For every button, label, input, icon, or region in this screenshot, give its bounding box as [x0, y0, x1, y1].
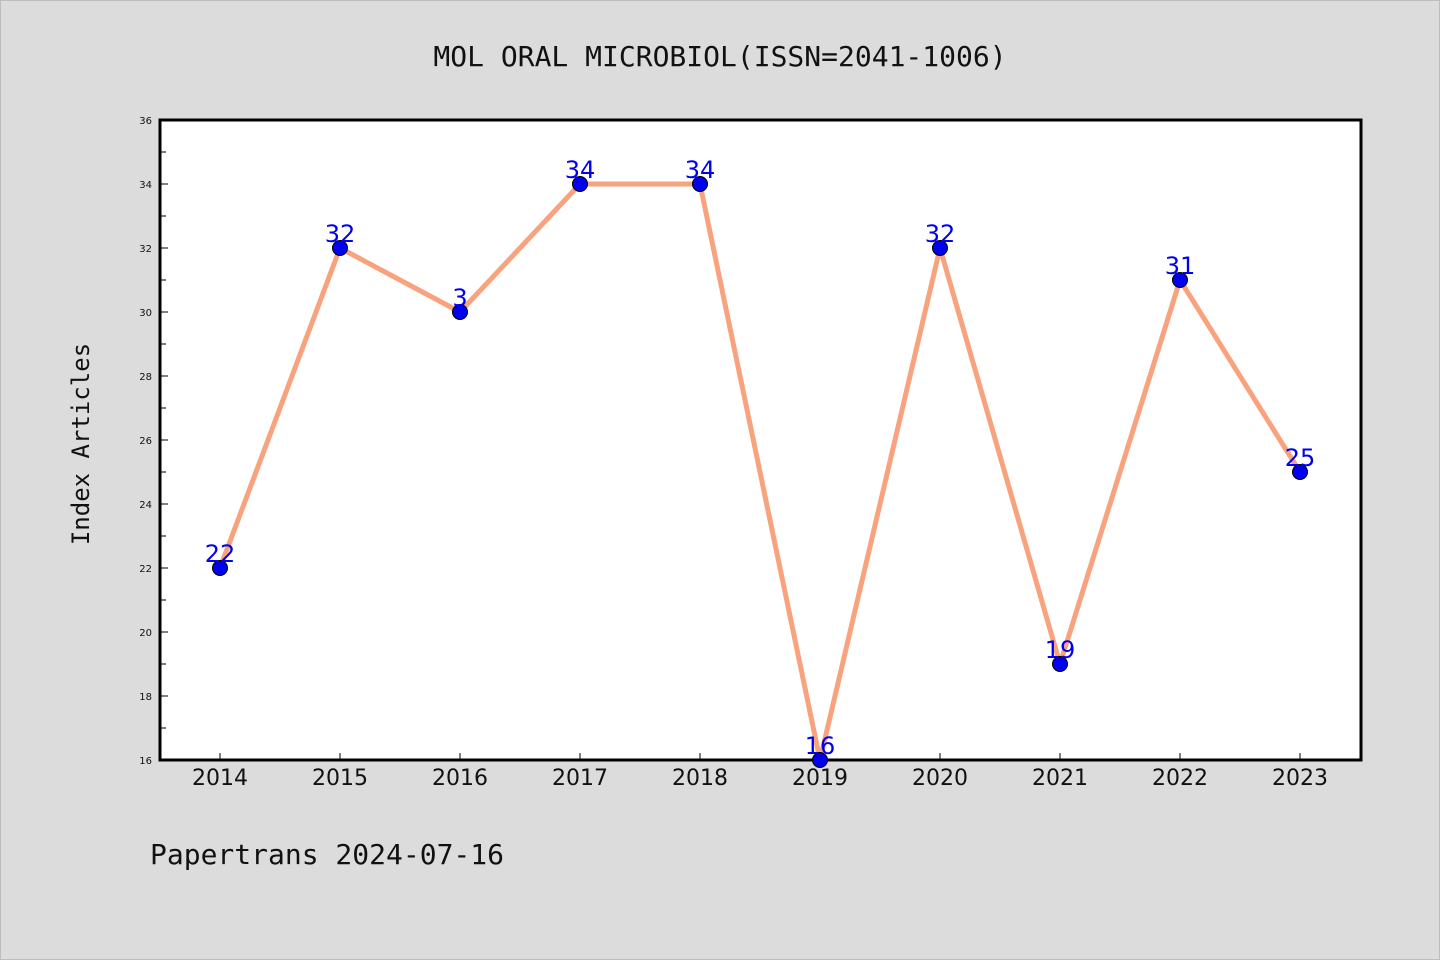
data-point	[212, 560, 228, 576]
x-tick-label: 2016	[432, 766, 488, 791]
data-label: 34	[565, 156, 596, 184]
data-label: 32	[325, 220, 356, 248]
data-point	[332, 240, 348, 256]
y-tick-label: 22	[139, 564, 152, 575]
y-tick-label: 32	[139, 244, 152, 255]
y-axis-label: Index Articles	[67, 343, 95, 545]
data-point	[1052, 656, 1068, 672]
data-point	[572, 176, 588, 192]
y-tick-label: 36	[139, 116, 152, 127]
data-label: 3	[452, 284, 467, 312]
chart-title: MOL ORAL MICROBIOL(ISSN=2041-1006)	[433, 40, 1006, 73]
x-tick-label: 2020	[912, 766, 968, 791]
data-point	[932, 240, 948, 256]
data-point	[1292, 464, 1308, 480]
data-label: 22	[205, 540, 236, 568]
y-tick-label: 18	[139, 692, 152, 703]
data-label: 16	[805, 732, 836, 760]
data-point	[452, 304, 468, 320]
data-point	[692, 176, 708, 192]
y-axis: 16 18 20 22 24 26 28 30 32 34 36	[139, 116, 168, 767]
y-tick-label: 26	[139, 436, 152, 447]
plot-area	[158, 118, 1363, 762]
y-tick-label: 20	[139, 628, 152, 639]
x-tick-label: 2021	[1032, 766, 1088, 791]
x-tick-label: 2018	[672, 766, 728, 791]
data-label: 25	[1285, 444, 1316, 472]
series-line	[217, 181, 1303, 763]
data-point	[812, 752, 828, 768]
y-tick-label: 34	[139, 180, 152, 191]
y-tick-label: 24	[139, 500, 152, 511]
x-tick-label: 2015	[312, 766, 368, 791]
x-tick-label: 2022	[1152, 766, 1208, 791]
x-tick-label: 2014	[192, 766, 248, 791]
x-tick-label: 2019	[792, 766, 848, 791]
y-tick-label: 16	[139, 756, 152, 767]
data-labels: 22 32 3 34 34 16 32 19 31 25	[205, 156, 1316, 760]
footer-watermark: Papertrans 2024-07-16	[150, 838, 504, 871]
data-label: 19	[1045, 636, 1076, 664]
x-tick-label: 2017	[552, 766, 608, 791]
y-tick-label: 28	[139, 372, 152, 383]
y-tick-label: 30	[139, 308, 152, 319]
series-index-articles	[212, 176, 1308, 768]
data-label: 31	[1165, 252, 1196, 280]
x-tick-label: 2023	[1272, 766, 1328, 791]
data-label: 32	[925, 220, 956, 248]
data-label: 34	[685, 156, 716, 184]
x-axis: 2014 2015 2016 2017 2018 2019 2020 2021 2022 2023	[192, 753, 1328, 791]
data-point	[1172, 272, 1188, 288]
